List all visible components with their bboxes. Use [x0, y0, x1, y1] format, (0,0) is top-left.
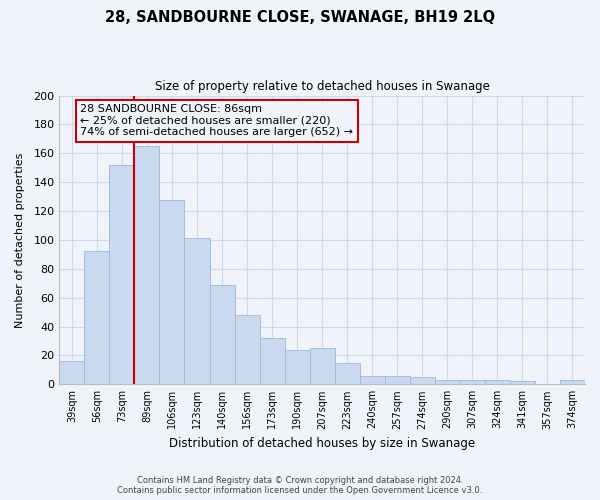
Bar — [209, 284, 235, 384]
Bar — [235, 315, 260, 384]
Title: Size of property relative to detached houses in Swanage: Size of property relative to detached ho… — [155, 80, 490, 93]
Bar — [184, 238, 209, 384]
Bar — [560, 380, 585, 384]
Bar — [485, 380, 510, 384]
Bar — [260, 338, 284, 384]
Bar — [385, 376, 410, 384]
Bar — [85, 252, 109, 384]
Bar — [160, 200, 184, 384]
Bar — [460, 380, 485, 384]
Bar — [335, 362, 360, 384]
Y-axis label: Number of detached properties: Number of detached properties — [15, 152, 25, 328]
Bar — [59, 361, 85, 384]
Bar — [284, 350, 310, 384]
X-axis label: Distribution of detached houses by size in Swanage: Distribution of detached houses by size … — [169, 437, 475, 450]
Bar — [510, 382, 535, 384]
Bar — [410, 377, 435, 384]
Bar — [360, 376, 385, 384]
Text: 28, SANDBOURNE CLOSE, SWANAGE, BH19 2LQ: 28, SANDBOURNE CLOSE, SWANAGE, BH19 2LQ — [105, 10, 495, 25]
Bar — [435, 380, 460, 384]
Bar — [134, 146, 160, 384]
Bar — [109, 165, 134, 384]
Bar — [310, 348, 335, 385]
Text: Contains HM Land Registry data © Crown copyright and database right 2024.
Contai: Contains HM Land Registry data © Crown c… — [118, 476, 482, 495]
Text: 28 SANDBOURNE CLOSE: 86sqm
← 25% of detached houses are smaller (220)
74% of sem: 28 SANDBOURNE CLOSE: 86sqm ← 25% of deta… — [80, 104, 353, 138]
